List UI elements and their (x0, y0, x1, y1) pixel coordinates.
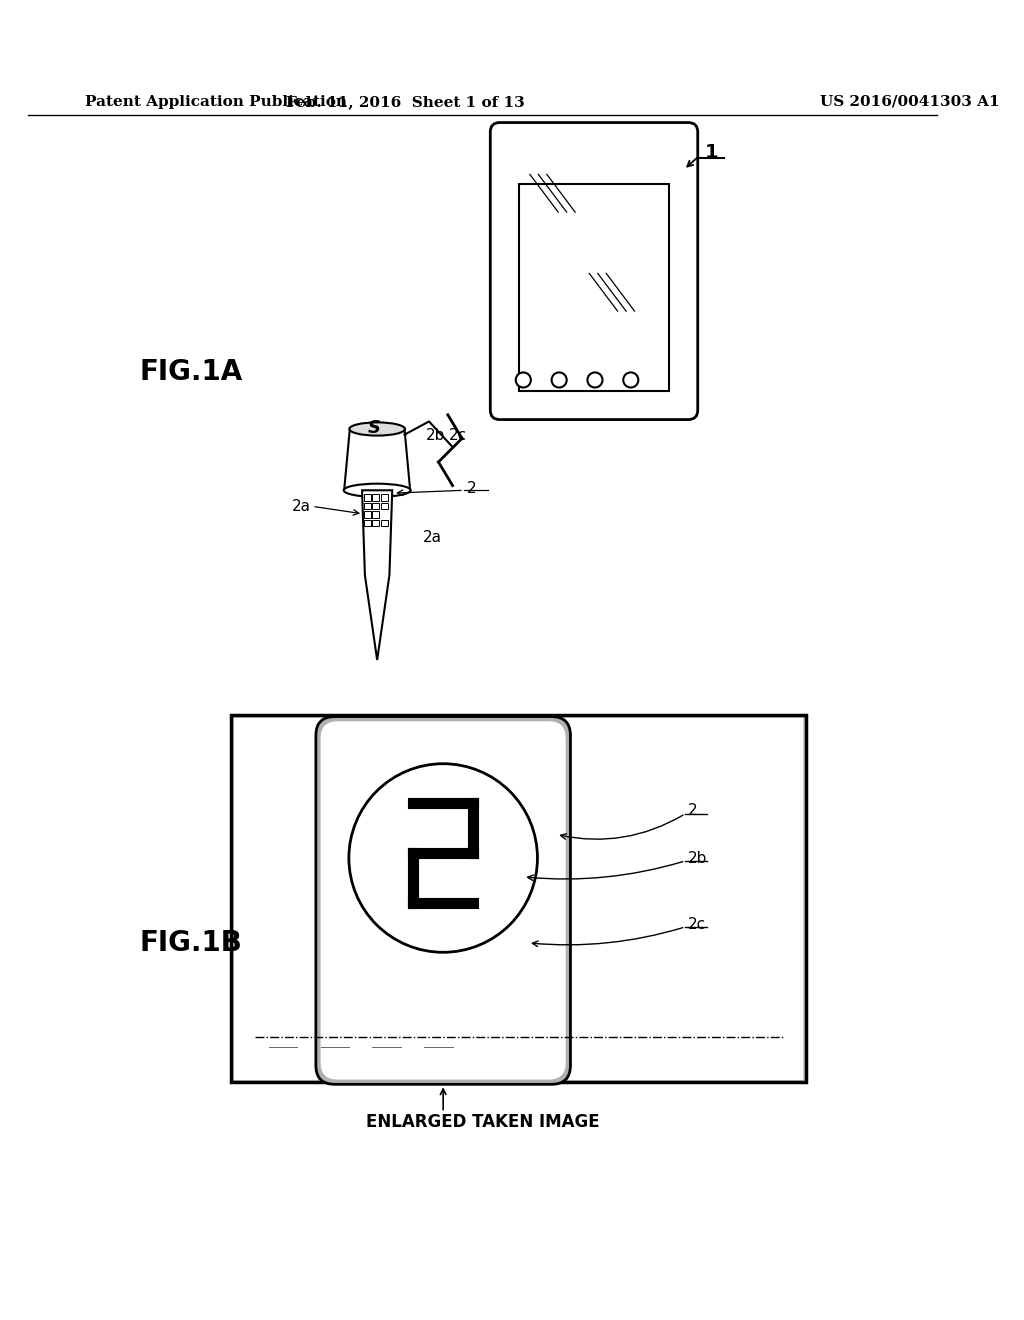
FancyBboxPatch shape (321, 721, 565, 1080)
Bar (381, 503, 387, 510)
Bar (364, 511, 371, 517)
Text: 2: 2 (467, 480, 476, 496)
Bar (373, 520, 379, 527)
Bar (373, 503, 379, 510)
Ellipse shape (344, 483, 411, 496)
Text: 2a: 2a (292, 499, 311, 513)
Circle shape (588, 372, 602, 388)
Bar (373, 494, 379, 500)
Text: 2c: 2c (449, 428, 467, 444)
Bar (231, 714, 806, 1082)
Bar (518, 183, 670, 391)
Ellipse shape (349, 422, 404, 436)
Circle shape (552, 372, 566, 388)
Circle shape (624, 372, 638, 388)
Text: 2b: 2b (688, 850, 708, 866)
Bar (381, 520, 387, 527)
FancyBboxPatch shape (315, 717, 570, 1084)
Bar (373, 511, 379, 517)
Polygon shape (344, 429, 411, 490)
Bar (364, 520, 371, 527)
Bar (233, 718, 804, 1080)
Bar (381, 494, 387, 500)
Text: 2a: 2a (423, 529, 441, 545)
Text: Feb. 11, 2016  Sheet 1 of 13: Feb. 11, 2016 Sheet 1 of 13 (286, 95, 525, 108)
Text: US 2016/0041303 A1: US 2016/0041303 A1 (820, 95, 999, 108)
Text: FIG.1B: FIG.1B (139, 929, 243, 957)
Text: 1: 1 (706, 144, 719, 162)
Text: S: S (368, 418, 381, 437)
Text: 2b: 2b (426, 428, 445, 444)
FancyBboxPatch shape (490, 123, 697, 420)
Circle shape (349, 764, 538, 952)
Circle shape (516, 372, 530, 388)
Text: 2c: 2c (688, 916, 707, 932)
Text: ENLARGED TAKEN IMAGE: ENLARGED TAKEN IMAGE (366, 1113, 600, 1131)
Bar (364, 503, 371, 510)
Polygon shape (362, 490, 392, 660)
Bar (364, 494, 371, 500)
Text: FIG.1A: FIG.1A (139, 359, 243, 387)
Text: Patent Application Publication: Patent Application Publication (85, 95, 347, 108)
Text: 2: 2 (688, 804, 698, 818)
